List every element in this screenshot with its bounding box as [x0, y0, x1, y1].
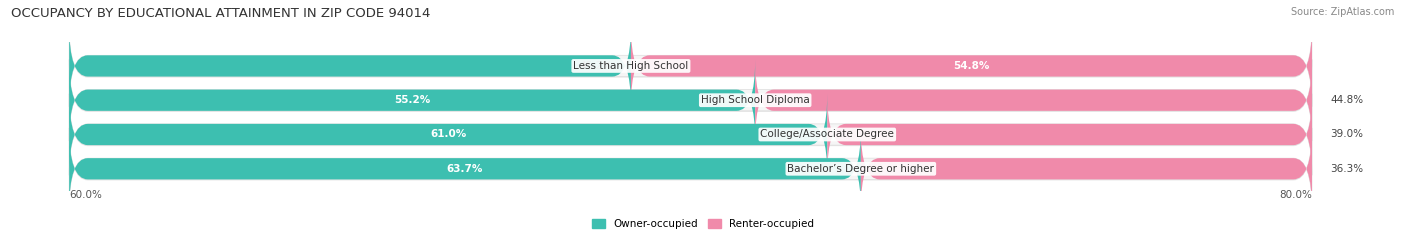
- FancyBboxPatch shape: [69, 95, 1312, 176]
- FancyBboxPatch shape: [69, 59, 755, 141]
- FancyBboxPatch shape: [69, 94, 1312, 175]
- Text: 45.2%: 45.2%: [579, 61, 612, 71]
- Text: 80.0%: 80.0%: [1279, 190, 1312, 200]
- FancyBboxPatch shape: [69, 94, 827, 175]
- Text: 55.2%: 55.2%: [394, 95, 430, 105]
- Legend: Owner-occupied, Renter-occupied: Owner-occupied, Renter-occupied: [588, 215, 818, 233]
- Text: College/Associate Degree: College/Associate Degree: [761, 130, 894, 140]
- Text: 39.0%: 39.0%: [1330, 130, 1364, 140]
- FancyBboxPatch shape: [69, 128, 860, 209]
- Text: High School Diploma: High School Diploma: [700, 95, 810, 105]
- Text: 44.8%: 44.8%: [1330, 95, 1364, 105]
- FancyBboxPatch shape: [755, 59, 1312, 141]
- FancyBboxPatch shape: [860, 128, 1312, 209]
- Text: Less than High School: Less than High School: [574, 61, 689, 71]
- FancyBboxPatch shape: [69, 128, 1312, 209]
- FancyBboxPatch shape: [69, 59, 1312, 141]
- FancyBboxPatch shape: [631, 25, 1312, 107]
- FancyBboxPatch shape: [69, 129, 1312, 211]
- Text: 60.0%: 60.0%: [69, 190, 103, 200]
- Text: 63.7%: 63.7%: [447, 164, 484, 174]
- FancyBboxPatch shape: [69, 26, 1312, 108]
- Text: 61.0%: 61.0%: [430, 130, 467, 140]
- Text: 36.3%: 36.3%: [1330, 164, 1364, 174]
- FancyBboxPatch shape: [69, 25, 631, 107]
- FancyBboxPatch shape: [827, 94, 1312, 175]
- Text: Bachelor’s Degree or higher: Bachelor’s Degree or higher: [787, 164, 934, 174]
- Text: Source: ZipAtlas.com: Source: ZipAtlas.com: [1291, 7, 1395, 17]
- FancyBboxPatch shape: [69, 60, 1312, 142]
- FancyBboxPatch shape: [69, 25, 1312, 107]
- Text: OCCUPANCY BY EDUCATIONAL ATTAINMENT IN ZIP CODE 94014: OCCUPANCY BY EDUCATIONAL ATTAINMENT IN Z…: [11, 7, 430, 20]
- Text: 54.8%: 54.8%: [953, 61, 990, 71]
